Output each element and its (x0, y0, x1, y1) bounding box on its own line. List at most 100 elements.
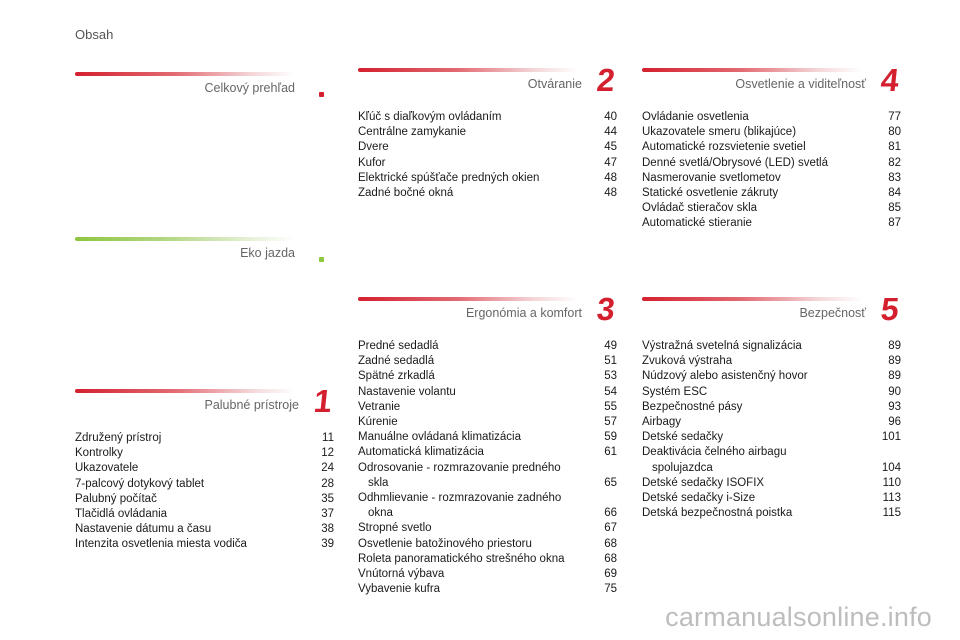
toc-entry-page: 45 (604, 141, 617, 154)
toc-entry[interactable]: Manuálne ovládaná klimatizácia 59 (358, 430, 617, 445)
section-title[interactable]: Palubné prístroje (204, 398, 299, 412)
toc-entry-label: Deaktivácia čelného airbagu spolujazdca (642, 446, 787, 474)
section-header-bar (75, 389, 295, 393)
toc-entry[interactable]: Nastavenie dátumu a času 38 (75, 522, 334, 537)
toc-entry[interactable]: Kontrolky 12 (75, 446, 334, 461)
section-title[interactable]: Eko jazda (240, 246, 295, 260)
toc-entry-page: 101 (881, 431, 901, 444)
toc-entry-label: Stropné svetlo (358, 522, 432, 535)
toc-entry[interactable]: Zadné sedadlá 51 (358, 354, 617, 369)
toc-entry[interactable]: Kufor 47 (358, 156, 617, 171)
toc-entry[interactable]: Spätné zrkadlá 53 (358, 369, 617, 384)
toc-entry[interactable]: Detské sedačky i-Size 113 (642, 491, 901, 506)
toc-entry-label: Roleta panoramatického strešného okna (358, 552, 565, 565)
toc-entry[interactable]: Centrálne zamykanie 44 (358, 125, 617, 140)
toc-entry[interactable]: Zadné bočné okná 48 (358, 186, 617, 201)
toc-entry-page: 44 (604, 126, 617, 139)
toc-entry-label: Palubný počítač (75, 492, 157, 505)
toc-entry-page: 85 (888, 202, 901, 215)
toc-entry-page: 80 (888, 126, 901, 139)
toc-entry[interactable]: Detské sedačky ISOFIX 110 (642, 476, 901, 491)
toc-entry[interactable]: Detské sedačky 101 (642, 430, 901, 445)
section-palubne-pristroje: Palubné prístroje 1 Združený prístroj 11 K… (75, 383, 334, 559)
toc-entry[interactable]: Detská bezpečnostná poistka 115 (642, 506, 901, 521)
toc-entry[interactable]: Kúrenie 57 (358, 415, 617, 430)
section-header-bar (75, 237, 295, 241)
toc-entry-page: 51 (604, 355, 617, 368)
toc-entry[interactable]: Odhmlievanie - rozmrazovanie zadného okna… (358, 491, 617, 521)
toc-entry-page: 104 (881, 461, 901, 474)
toc-entry[interactable]: Združený prístroj 11 (75, 431, 334, 446)
toc-entry[interactable]: Zvuková výstraha 89 (642, 354, 901, 369)
toc-entry-label: Denné svetlá/Obrysové (LED) svetlá (642, 156, 828, 169)
toc-entry[interactable]: Elektrické spúšťače predných okien 48 (358, 171, 617, 186)
toc-entry-page: 115 (882, 507, 901, 520)
toc-entry-label: Kľúč s diaľkovým ovládaním (358, 111, 502, 123)
toc-entry-page: 89 (888, 370, 901, 383)
toc-entry-label: Odrosovanie - rozmrazovanie predného skla (358, 461, 561, 489)
toc-entry-label: Detské sedačky i-Size (642, 492, 756, 505)
toc-entry[interactable]: Roleta panoramatického strešného okna 68 (358, 552, 617, 567)
toc-entry-label: Detská bezpečnostná poistka (642, 507, 793, 520)
toc-entry-label: 7-palcový dotykový tablet (75, 477, 205, 490)
toc-entry-page: 38 (321, 523, 334, 536)
toc-entry[interactable]: Ovládanie osvetlenia 77 (642, 110, 901, 125)
toc-entry-page: 65 (604, 476, 617, 489)
toc-entry[interactable]: Palubný počítač 35 (75, 492, 334, 507)
toc-entry-page: 90 (888, 385, 901, 398)
toc-entry[interactable]: Denné svetlá/Obrysové (LED) svetlá 82 (642, 156, 901, 171)
toc-entry-label: Kufor (358, 156, 386, 169)
toc-entry[interactable]: Tlačidlá ovládania 37 (75, 507, 334, 522)
section-title[interactable]: Osvetlenie a viditeľnosť (735, 77, 866, 91)
toc-entry[interactable]: Automatická klimatizácia 61 (358, 445, 617, 460)
toc-entry[interactable]: Nasmerovanie svetlometov 83 (642, 171, 901, 186)
toc-entry[interactable]: Deaktivácia čelného airbagu spolujazdca 10… (642, 445, 901, 475)
toc-entry[interactable]: 7-palcový dotykový tablet 28 (75, 477, 334, 492)
toc-entry[interactable]: Automatické stieranie 87 (642, 216, 901, 231)
toc-entry[interactable]: Intenzita osvetlenia miesta vodiča 39 (75, 537, 334, 552)
toc-entry[interactable]: Vnútorná výbava 69 (358, 567, 617, 582)
toc-entry[interactable]: Statické osvetlenie zákruty 84 (642, 186, 901, 201)
toc-entry[interactable]: Vybavenie kufra 75 (358, 582, 617, 597)
toc-entry[interactable]: Odrosovanie - rozmrazovanie predného skla… (358, 461, 617, 491)
section-title[interactable]: Ergonómia a komfort (465, 306, 582, 320)
toc-entry-label: Spätné zrkadlá (358, 370, 435, 383)
section-title[interactable]: Bezpečnosť (799, 306, 866, 320)
toc-entry[interactable]: Núdzový alebo asistenčný hovor 89 (642, 369, 901, 384)
section-title[interactable]: Otváranie (527, 77, 582, 91)
toc-entry-label: Detské sedačky (642, 431, 724, 444)
toc-entry[interactable]: Ukazovatele smeru (blikajúce) 80 (642, 125, 901, 140)
toc-entry[interactable]: Vetranie 55 (358, 400, 617, 415)
section-marker-icon (319, 92, 324, 97)
toc-entry[interactable]: Systém ESC 90 (642, 385, 901, 400)
toc-entry[interactable]: Ukazovatele 24 (75, 461, 334, 476)
toc-entry-page: 49 (604, 340, 617, 352)
section-number: 4 (879, 62, 901, 98)
toc-entry-page: 40 (604, 111, 617, 123)
toc-entry[interactable]: Nastavenie volantu 54 (358, 385, 617, 400)
toc-list: Ovládanie osvetlenia 77 Ukazovatele smeru … (642, 110, 901, 232)
toc-entry[interactable]: Predné sedadlá 49 (358, 339, 617, 354)
toc-entry-label: Zvuková výstraha (642, 355, 733, 368)
toc-entry[interactable]: Ovládač stieračov skla 85 (642, 201, 901, 216)
toc-entry-page: 11 (322, 432, 334, 444)
toc-entry[interactable]: Dvere 45 (358, 140, 617, 155)
toc-entry-page: 93 (888, 400, 901, 413)
toc-entry-label: Predné sedadlá (358, 340, 439, 352)
toc-entry-page: 66 (604, 507, 617, 520)
toc-entry[interactable]: Airbagy 96 (642, 415, 901, 430)
toc-entry[interactable]: Výstražná svetelná signalizácia 89 (642, 339, 901, 354)
toc-entry[interactable]: Stropné svetlo 67 (358, 521, 617, 536)
section-title[interactable]: Celkový prehľad (204, 81, 296, 95)
toc-entry-label: Núdzový alebo asistenčný hovor (642, 370, 808, 383)
toc-entry-page: 54 (604, 385, 617, 398)
toc-entry[interactable]: Kľúč s diaľkovým ovládaním 40 (358, 110, 617, 125)
toc-entry-label: Osvetlenie batožinového priestoru (358, 537, 532, 550)
toc-entry[interactable]: Osvetlenie batožinového priestoru 68 (358, 537, 617, 552)
toc-entry[interactable]: Bezpečnostné pásy 93 (642, 400, 901, 415)
toc-entry-label: Ukazovatele (75, 462, 139, 475)
watermark: carmanualsonline.info (665, 602, 932, 632)
toc-entry-page: 81 (888, 141, 901, 154)
toc-entry-label: Automatická klimatizácia (358, 446, 484, 459)
toc-entry[interactable]: Automatické rozsvietenie svetiel 81 (642, 140, 901, 155)
